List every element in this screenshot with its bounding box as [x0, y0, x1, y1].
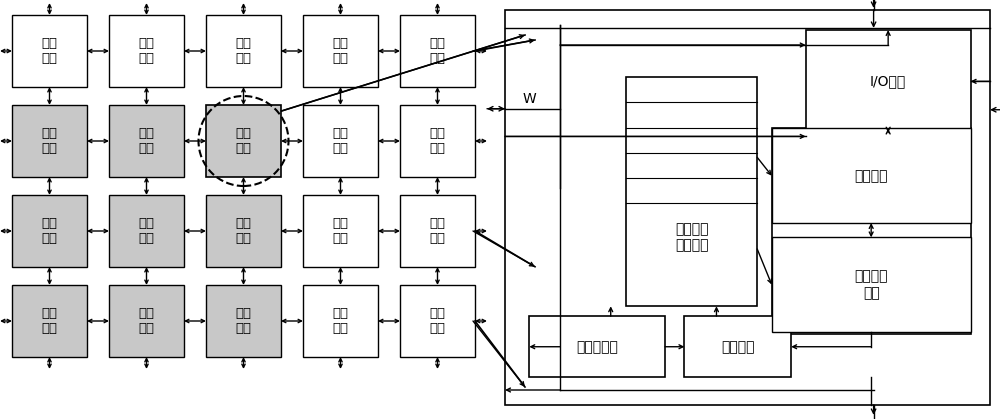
- Bar: [12, 105, 87, 177]
- Bar: [109, 15, 184, 87]
- Bar: [400, 15, 475, 87]
- Bar: [109, 285, 184, 357]
- Bar: [505, 10, 990, 405]
- Text: 故障检测
模块: 故障检测 模块: [854, 269, 888, 300]
- Text: 空闲
细胞: 空闲 细胞: [332, 127, 349, 155]
- Text: 空闲
细胞: 空闲 细胞: [430, 217, 446, 245]
- Text: 工作
细胞: 工作 细胞: [138, 307, 154, 335]
- Bar: [626, 77, 757, 306]
- Bar: [772, 129, 971, 334]
- Text: 工作
细胞: 工作 细胞: [236, 217, 252, 245]
- Text: 地址产生器: 地址产生器: [576, 340, 618, 354]
- Bar: [206, 105, 281, 177]
- Bar: [12, 195, 87, 267]
- Text: 空闲
细胞: 空闲 细胞: [236, 37, 252, 65]
- Bar: [303, 105, 378, 177]
- Text: 控制模块: 控制模块: [721, 340, 755, 354]
- Bar: [772, 238, 971, 332]
- Bar: [303, 285, 378, 357]
- Bar: [303, 195, 378, 267]
- Bar: [303, 15, 378, 87]
- Bar: [529, 316, 665, 378]
- Text: S: S: [880, 418, 888, 419]
- Text: W: W: [523, 92, 537, 106]
- Text: 工作
细胞: 工作 细胞: [138, 217, 154, 245]
- Text: I/O模块: I/O模块: [870, 74, 906, 88]
- Text: 空闲
细胞: 空闲 细胞: [430, 37, 446, 65]
- Bar: [684, 316, 791, 378]
- Bar: [109, 105, 184, 177]
- Bar: [206, 195, 281, 267]
- Text: 工作
细胞: 工作 细胞: [42, 127, 58, 155]
- Text: 基因存傂
配置模块: 基因存傂 配置模块: [675, 222, 708, 253]
- Bar: [400, 195, 475, 267]
- Text: 工作
细胞: 工作 细胞: [236, 307, 252, 335]
- Text: 空闲
细胞: 空闲 细胞: [332, 307, 349, 335]
- Text: 空闲
细胞: 空闲 细胞: [42, 37, 58, 65]
- Text: 空闲
细胞: 空闲 细胞: [332, 217, 349, 245]
- Text: 工作
细胞: 工作 细胞: [236, 127, 252, 155]
- Bar: [806, 30, 971, 133]
- Text: 工作
细胞: 工作 细胞: [42, 217, 58, 245]
- Bar: [12, 285, 87, 357]
- Bar: [772, 129, 971, 223]
- Text: 空闲
细胞: 空闲 细胞: [430, 307, 446, 335]
- Bar: [206, 285, 281, 357]
- Bar: [400, 105, 475, 177]
- Bar: [400, 285, 475, 357]
- Bar: [12, 15, 87, 87]
- Text: 空闲
细胞: 空闲 细胞: [138, 37, 154, 65]
- Bar: [109, 195, 184, 267]
- Text: 功能模块: 功能模块: [854, 169, 888, 183]
- Text: 工作
细胞: 工作 细胞: [138, 127, 154, 155]
- Text: 空闲
细胞: 空闲 细胞: [332, 37, 349, 65]
- Text: 工作
细胞: 工作 细胞: [42, 307, 58, 335]
- Bar: [206, 15, 281, 87]
- Text: 空闲
细胞: 空闲 细胞: [430, 127, 446, 155]
